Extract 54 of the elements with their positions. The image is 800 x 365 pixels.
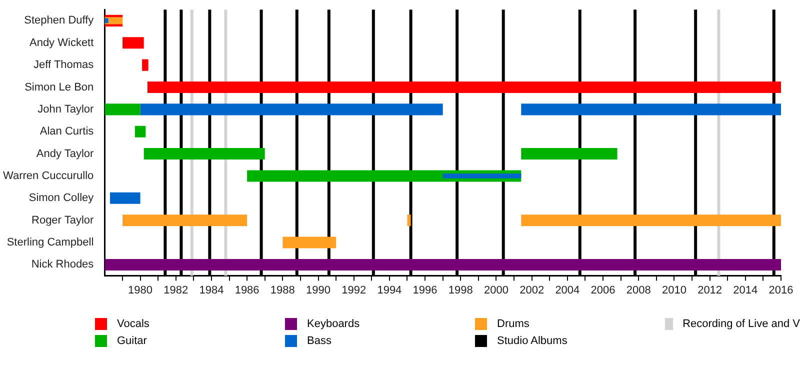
x-tick-label: 2004 [555, 284, 580, 296]
bar [122, 37, 144, 49]
bar [521, 104, 781, 116]
x-tick-label: 1994 [377, 284, 402, 296]
bar [521, 214, 781, 226]
x-tick-label: 2012 [698, 284, 722, 296]
legend-label: Recording of Live and V [682, 318, 800, 330]
bar [104, 258, 781, 270]
y-tick-label: Warren Cuccurullo [2, 170, 94, 182]
bar [122, 214, 248, 226]
x-tick-label: 1984 [199, 284, 224, 296]
legend-label: Vocals [117, 318, 150, 330]
x-tick-label: 2010 [662, 284, 686, 296]
x-tick-label: 1982 [164, 284, 188, 296]
bar [142, 59, 148, 71]
bar [521, 148, 618, 160]
bar [282, 236, 336, 248]
y-tick-label: Andy Taylor [36, 148, 94, 160]
y-tick-label: Jeff Thomas [34, 59, 94, 72]
x-tick-label: 1986 [234, 284, 260, 296]
bar [144, 148, 265, 160]
y-tick-label: Alan Curtis [40, 126, 94, 138]
legend-label: Guitar [117, 334, 147, 346]
x-tick-label: 1998 [448, 284, 473, 296]
bar [407, 214, 411, 226]
y-tick-label: Andy Wickett [29, 36, 94, 49]
bar [442, 174, 522, 178]
y-tick-label: Roger Taylor [32, 214, 94, 226]
x-tick-label: 1990 [306, 284, 330, 296]
legend-label: Drums [497, 318, 530, 330]
y-tick-label: Simon Le Bon [24, 81, 94, 94]
bar [110, 192, 140, 204]
y-tick-label: Sterling Campbell [6, 236, 94, 249]
y-tick-label: Nick Rhodes [31, 258, 94, 271]
y-tick-label: Stephen Duffy [24, 14, 94, 27]
x-tick-label: 1992 [342, 284, 366, 296]
bar [104, 104, 140, 116]
x-tick-label: 2002 [520, 284, 544, 296]
legend-label: Studio Albums [497, 334, 568, 346]
bar [134, 126, 146, 138]
bar [147, 81, 781, 94]
x-tick-label: 2000 [484, 284, 508, 296]
x-tick-label: 1988 [270, 284, 295, 296]
x-tick-label: 1980 [128, 284, 153, 296]
x-tick-label: 2016 [768, 284, 794, 296]
x-tick-label: 2006 [590, 284, 616, 296]
x-tick-label: 1996 [412, 284, 438, 296]
legend-label: Keyboards [307, 318, 360, 330]
y-tick-label: John Taylor [38, 103, 94, 116]
x-tick-label: 2008 [626, 284, 651, 296]
x-tick-label: 2014 [733, 284, 758, 296]
bar [140, 104, 443, 116]
legend-label: Bass [307, 334, 332, 346]
y-tick-label: Simon Colley [28, 192, 94, 204]
